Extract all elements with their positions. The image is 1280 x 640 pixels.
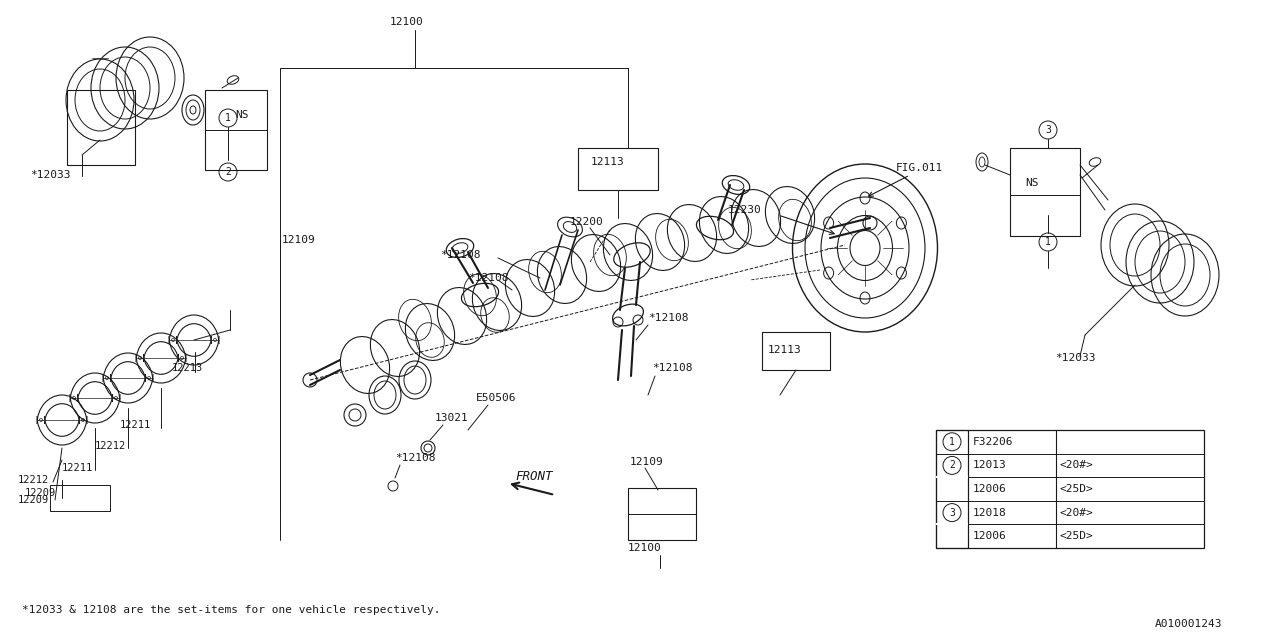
Text: NS: NS <box>236 110 248 120</box>
Text: 12013: 12013 <box>973 460 1007 470</box>
Text: 12113: 12113 <box>768 345 801 355</box>
Text: 12006: 12006 <box>973 531 1007 541</box>
Bar <box>628 488 696 540</box>
Text: F32206: F32206 <box>973 437 1014 447</box>
Text: 12113: 12113 <box>591 157 625 167</box>
Text: 12230: 12230 <box>728 205 762 215</box>
Text: 1: 1 <box>225 113 230 123</box>
Text: 12212: 12212 <box>95 441 127 451</box>
Text: 12006: 12006 <box>973 484 1007 494</box>
Text: *12108: *12108 <box>396 453 435 463</box>
Text: 3: 3 <box>948 508 955 518</box>
Text: 13021: 13021 <box>435 413 468 423</box>
Text: 2: 2 <box>948 460 955 470</box>
Text: 1: 1 <box>1044 237 1051 247</box>
Text: 12200: 12200 <box>570 217 604 227</box>
Text: 12209: 12209 <box>18 495 49 505</box>
Text: *12108: *12108 <box>440 250 480 260</box>
Text: *12033: *12033 <box>1055 353 1096 363</box>
Bar <box>205 90 268 170</box>
Text: 12211: 12211 <box>61 463 93 473</box>
Text: *12033: *12033 <box>29 170 70 180</box>
Text: FRONT: FRONT <box>515 470 553 483</box>
Text: 12109: 12109 <box>630 457 664 467</box>
Text: 2: 2 <box>225 167 230 177</box>
Text: 12100: 12100 <box>390 17 424 27</box>
Text: *12033 & 12108 are the set-items for one vehicle respectively.: *12033 & 12108 are the set-items for one… <box>22 605 440 615</box>
Text: 12209: 12209 <box>26 488 56 498</box>
Text: E50506: E50506 <box>476 393 517 403</box>
Text: *12108: *12108 <box>648 313 689 323</box>
Text: <20#>: <20#> <box>1060 508 1093 518</box>
Text: *12108: *12108 <box>652 363 692 373</box>
Bar <box>1010 148 1080 236</box>
Text: 1: 1 <box>948 437 955 447</box>
Text: <25D>: <25D> <box>1060 531 1093 541</box>
Text: *12108: *12108 <box>468 273 508 283</box>
Text: 3: 3 <box>1044 125 1051 135</box>
Text: 12211: 12211 <box>120 420 151 430</box>
Text: 12212: 12212 <box>18 475 49 485</box>
Bar <box>936 430 1204 548</box>
Bar <box>67 90 134 165</box>
Text: A010001243: A010001243 <box>1155 619 1222 629</box>
Text: <20#>: <20#> <box>1060 460 1093 470</box>
Text: NS: NS <box>1025 178 1038 188</box>
Text: FIG.011: FIG.011 <box>896 163 943 173</box>
Text: 12100: 12100 <box>628 543 662 553</box>
Bar <box>50 485 110 511</box>
Text: 12213: 12213 <box>172 363 204 373</box>
Bar <box>936 430 968 548</box>
Text: 12018: 12018 <box>973 508 1007 518</box>
Bar <box>579 148 658 190</box>
Text: <25D>: <25D> <box>1060 484 1093 494</box>
Bar <box>762 332 829 370</box>
Text: 12109: 12109 <box>282 235 316 245</box>
